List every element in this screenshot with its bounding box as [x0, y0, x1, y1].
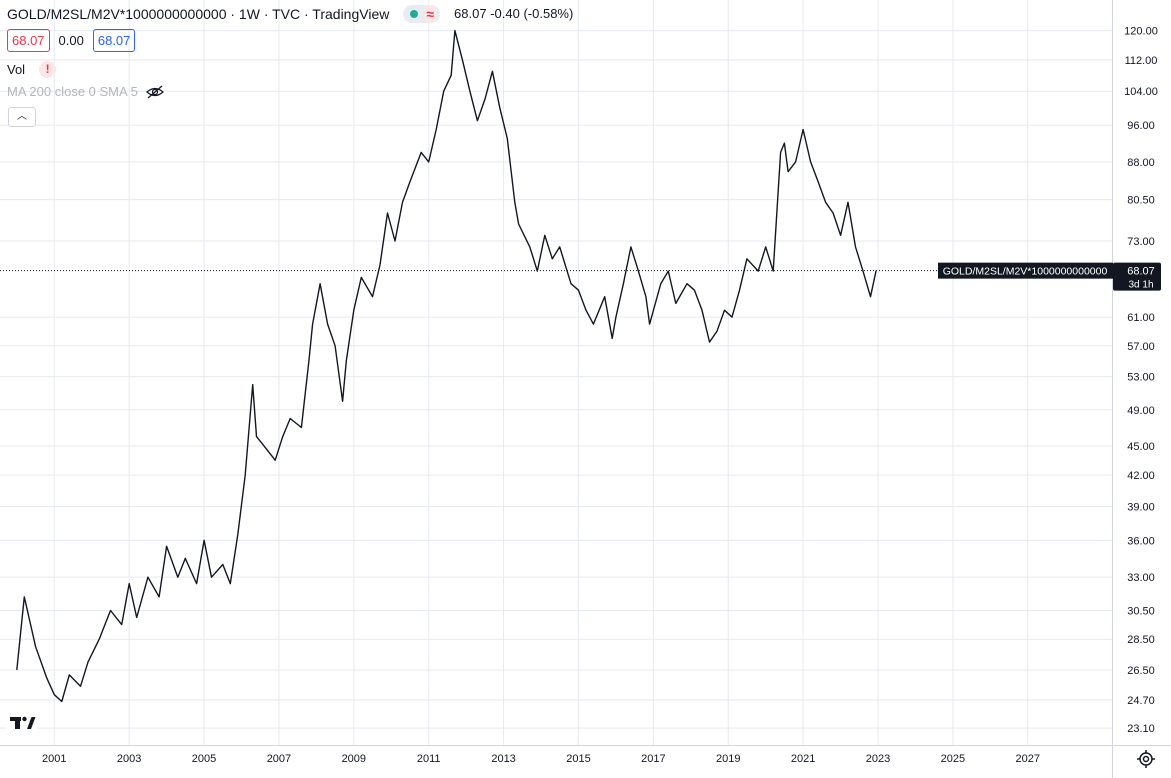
status-dot-icon	[410, 10, 419, 18]
symbol-tag-label: GOLD/M2SL/M2V*1000000000000	[943, 266, 1108, 278]
y-tick-label: 96.00	[1127, 120, 1155, 132]
x-tick-label: 2011	[417, 753, 441, 765]
spread-value: 0.00	[58, 33, 84, 48]
y-tick-label: 73.00	[1127, 236, 1155, 248]
y-tick-label: 45.00	[1127, 441, 1155, 453]
legend: GOLD/M2SL/M2V*1000000000000 · 1W · TVC ·…	[7, 5, 573, 23]
volume-indicator[interactable]: Vol !	[7, 61, 57, 78]
symbol-tag-bg	[938, 262, 1113, 279]
y-tick-label: 112.00	[1125, 55, 1158, 67]
wave-icon: ≈	[424, 5, 437, 23]
y-tick-label: 49.00	[1127, 405, 1155, 417]
y-tick-label: 33.00	[1127, 572, 1155, 584]
y-tick-label: 39.00	[1127, 501, 1155, 513]
y-tick-label: 23.10	[1127, 723, 1155, 735]
eye-hidden-icon[interactable]	[145, 85, 164, 99]
x-tick-label: 2017	[641, 753, 665, 765]
y-tick-label: 57.00	[1127, 341, 1155, 353]
x-tick-label: 2009	[342, 753, 366, 765]
price-change-pct: (-0.58%)	[523, 6, 574, 21]
x-tick-label: 2005	[192, 753, 216, 765]
x-tick-label: 2013	[491, 753, 515, 765]
bid-ask-row: 68.07 0.00 68.07	[7, 29, 136, 52]
y-tick-label: 36.00	[1127, 535, 1155, 547]
y-tick-label: 104.00	[1124, 86, 1158, 98]
tradingview-logo-icon[interactable]	[6, 710, 37, 735]
y-tick-label: 80.50	[1127, 195, 1155, 207]
x-tick-label: 2001	[42, 753, 66, 765]
price-tag-bg	[1113, 262, 1161, 291]
x-tick-label: 2023	[866, 753, 890, 765]
last-values: 68.07 -0.40 (-0.58%)	[454, 5, 573, 23]
y-tick-label: 61.00	[1127, 312, 1155, 324]
price-change: -0.40	[490, 6, 520, 21]
y-tick-label: 26.50	[1127, 665, 1155, 677]
y-tick-label: 42.00	[1127, 470, 1155, 482]
ask-button[interactable]: 68.07	[92, 29, 136, 52]
x-tick-label: 2007	[267, 753, 291, 765]
gear-icon[interactable]	[1136, 749, 1156, 769]
volume-label: Vol	[7, 62, 26, 77]
price-tag-countdown: 3d 1h	[1128, 280, 1153, 291]
y-tick-label: 53.00	[1127, 372, 1155, 384]
bid-button[interactable]: 68.07	[7, 29, 50, 52]
moving-average-indicator[interactable]: MA 200 close 0 SMA 5	[7, 84, 164, 99]
symbol-title[interactable]: GOLD/M2SL/M2V*1000000000000 · 1W · TVC ·…	[7, 6, 390, 22]
y-tick-label: 28.50	[1127, 634, 1155, 646]
x-tick-label: 2019	[716, 753, 740, 765]
last-price: 68.07	[454, 6, 487, 21]
y-tick-label: 120.00	[1124, 26, 1158, 38]
x-tick-label: 2015	[566, 753, 590, 765]
ma-label: MA 200 close 0 SMA 5	[7, 84, 138, 99]
x-tick-label: 2027	[1016, 753, 1040, 765]
y-tick-label: 30.50	[1127, 606, 1155, 618]
x-tick-label: 2003	[117, 753, 141, 765]
series-line	[16, 29, 877, 703]
x-tick-label: 2021	[791, 753, 815, 765]
y-tick-label: 88.00	[1127, 157, 1155, 169]
chevron-up-icon: ︿	[17, 111, 27, 122]
collapse-legend-button[interactable]: ︿	[8, 107, 36, 127]
price-tag-value: 68.07	[1127, 266, 1155, 278]
y-tick-label: 24.70	[1127, 695, 1155, 707]
x-tick-label: 2025	[941, 753, 965, 765]
warning-icon[interactable]: !	[39, 61, 57, 78]
market-status[interactable]: ≈	[403, 5, 441, 23]
